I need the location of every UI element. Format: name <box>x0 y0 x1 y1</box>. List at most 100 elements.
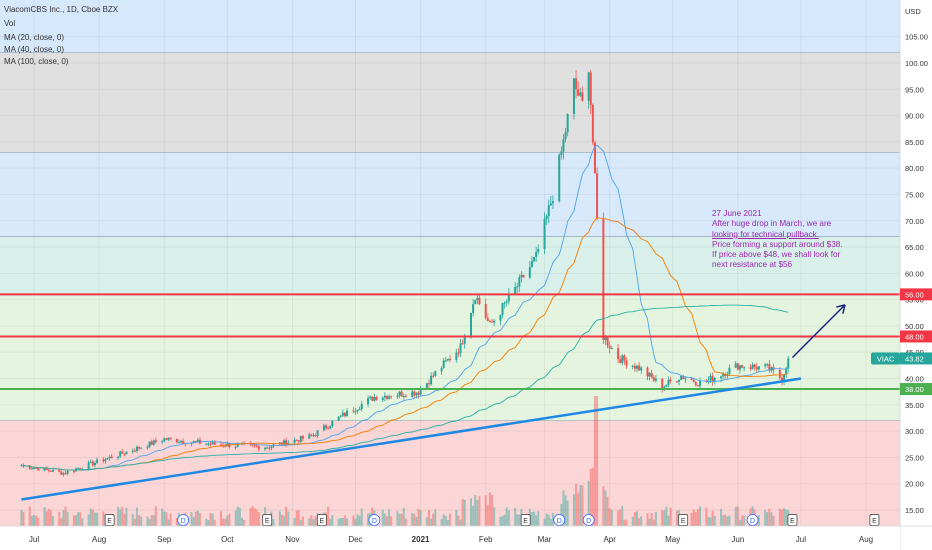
volume-bar <box>543 518 546 526</box>
candle <box>650 372 653 378</box>
event-marker-shape <box>177 514 190 526</box>
candle <box>491 321 494 323</box>
candle <box>530 261 533 268</box>
candle <box>446 358 449 361</box>
last-price-value: 43.82 <box>905 354 924 363</box>
candle <box>388 396 391 399</box>
earnings-marker[interactable]: E <box>678 514 689 526</box>
candle <box>152 440 155 445</box>
candle <box>140 447 143 449</box>
time-tick-label: Jul <box>796 535 806 544</box>
volume-bar <box>690 512 693 526</box>
volume-bar <box>102 511 105 526</box>
candle <box>499 314 502 321</box>
volume-bar <box>337 518 340 526</box>
earnings-marker[interactable]: E <box>262 514 273 526</box>
price-tick-label: 40.00 <box>905 375 924 384</box>
indicator-label-volume[interactable]: Vol <box>4 19 16 28</box>
dividend-marker[interactable]: D <box>746 514 759 526</box>
dividend-marker[interactable]: D <box>582 514 595 526</box>
candle <box>150 441 153 445</box>
indicator-label-ma100[interactable]: MA (100, close, 0) <box>4 57 69 66</box>
candle <box>358 409 361 411</box>
candle <box>87 462 90 470</box>
volume-bar <box>167 519 170 526</box>
volume-bar <box>169 513 172 526</box>
candle <box>665 384 668 387</box>
earnings-marker[interactable]: E <box>316 514 327 526</box>
candle <box>45 467 48 470</box>
time-tick-label: 2021 <box>412 535 430 544</box>
candle <box>778 369 781 378</box>
price-tick-label: 15.00 <box>905 506 924 515</box>
volume-bar <box>549 518 552 526</box>
candle <box>699 381 702 386</box>
volume-bar <box>419 510 422 526</box>
candle <box>371 396 374 401</box>
candle <box>310 434 313 436</box>
candle <box>766 364 769 366</box>
projection-arrow <box>791 304 846 359</box>
candle <box>604 337 607 340</box>
candle <box>575 78 578 90</box>
candle <box>749 367 752 369</box>
volume-bar <box>457 515 460 526</box>
price-level-tag-label: 38.00 <box>905 385 924 394</box>
dividend-marker[interactable]: D <box>553 514 566 526</box>
price-tick-label: 20.00 <box>905 480 924 489</box>
volume-bar <box>417 509 420 526</box>
time-tick-label: Dec <box>348 535 362 544</box>
volume-bar <box>205 518 208 526</box>
candle <box>581 92 584 101</box>
volume-bar <box>272 519 275 526</box>
volume-bar <box>699 506 702 526</box>
volume-bar <box>444 516 447 526</box>
candle <box>62 473 65 475</box>
candle <box>528 267 531 278</box>
volume-bar <box>491 494 494 526</box>
time-tick-label: Mar <box>538 535 552 544</box>
candle <box>734 363 737 368</box>
note-line: If price above $48, we shall look for <box>712 250 841 260</box>
earnings-marker[interactable]: E <box>787 514 798 526</box>
candle <box>503 302 506 304</box>
candle <box>449 358 451 361</box>
volume-bar <box>650 513 653 526</box>
volume-bar <box>709 517 712 526</box>
volume-bar <box>287 511 290 526</box>
time-tick-label: Feb <box>479 535 493 544</box>
volume-bar <box>446 519 449 526</box>
price-tick-label: 105.00 <box>905 33 928 42</box>
volume-bar <box>89 508 92 526</box>
volume-bar <box>768 508 771 526</box>
earnings-marker[interactable]: E <box>869 514 880 526</box>
indicator-label-ma40[interactable]: MA (40, close, 0) <box>4 45 65 54</box>
earnings-marker[interactable]: E <box>104 514 115 526</box>
candle <box>562 139 565 152</box>
volume-bar <box>72 515 75 526</box>
event-marker-label: D <box>372 518 377 525</box>
volume-bar <box>631 516 634 526</box>
volume-bar <box>219 511 222 526</box>
zone-band <box>0 0 900 53</box>
earnings-marker[interactable]: E <box>520 514 531 526</box>
candle <box>51 469 54 472</box>
volume-bar <box>780 509 783 526</box>
candle <box>381 397 384 401</box>
currency-label: USD <box>905 7 921 16</box>
candle <box>28 465 31 469</box>
price-tick-label: 75.00 <box>905 190 924 199</box>
candle <box>60 471 63 475</box>
volume-bar <box>198 513 201 526</box>
dividend-marker[interactable]: D <box>368 514 381 526</box>
volume-bar <box>341 517 344 526</box>
volume-bar <box>165 512 168 526</box>
candle <box>295 439 298 441</box>
price-level-tag <box>900 330 932 343</box>
dividend-marker[interactable]: D <box>177 514 190 526</box>
volume-bar <box>635 511 638 526</box>
candle <box>694 382 697 386</box>
indicator-label-ma20[interactable]: MA (20, close, 0) <box>4 33 65 42</box>
candle <box>785 368 788 375</box>
